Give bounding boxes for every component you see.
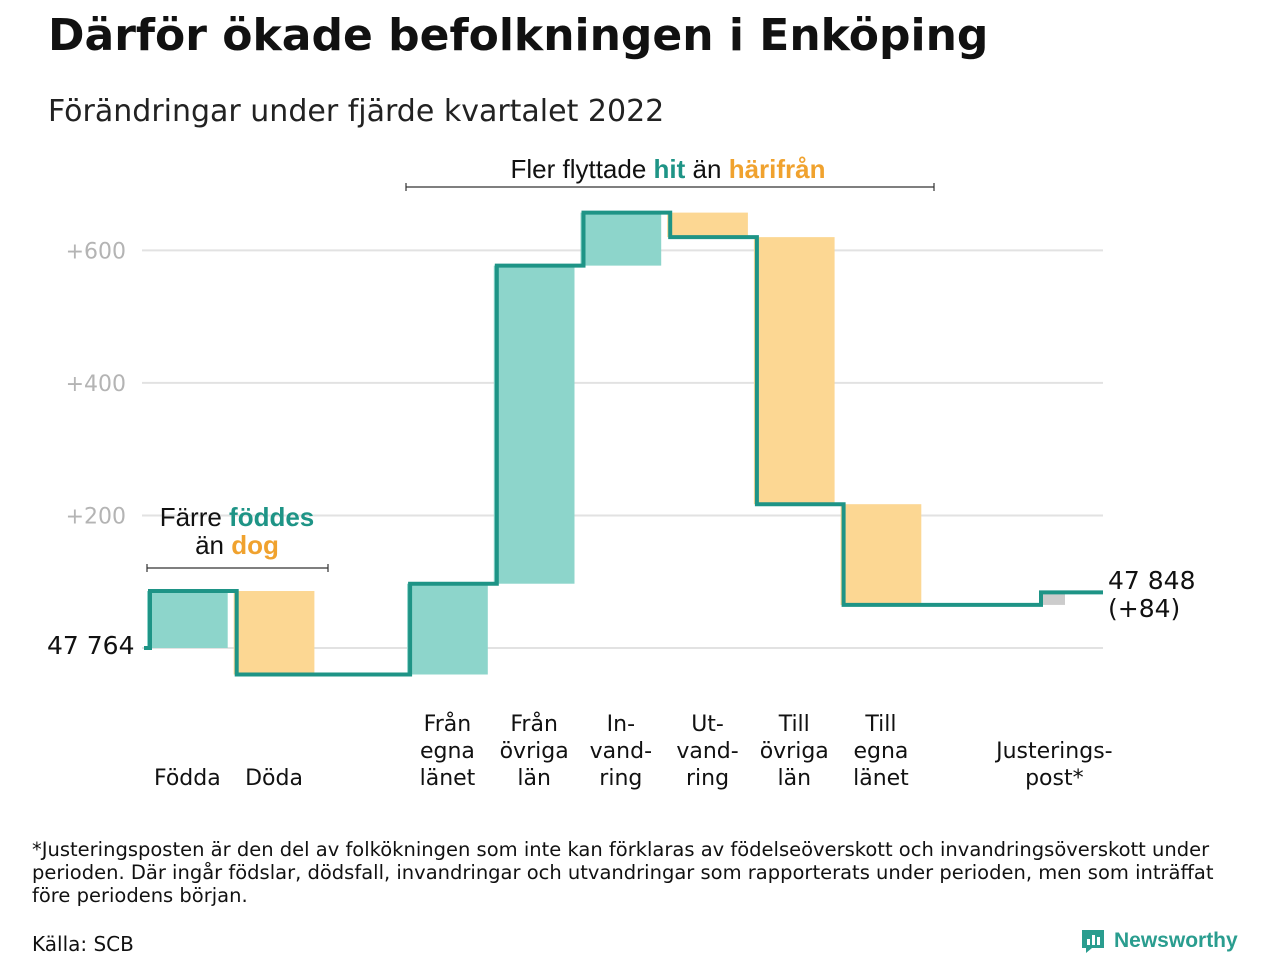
category-label-line: län [777, 766, 811, 791]
migration-annotation-highlight-out: härifrån [729, 154, 826, 184]
y-tick-label: +400 [66, 372, 126, 397]
brand-name: Newsworthy [1114, 929, 1238, 952]
source-label: Källa: SCB [32, 932, 134, 956]
step-line-layer [144, 210, 1103, 677]
category-label: Till egna länet [853, 712, 909, 791]
category-label: Justerings-post* [994, 739, 1113, 791]
birth-annotation-text: Färre [160, 502, 229, 532]
bars [147, 212, 1065, 675]
birth-group-annotation: Färre föddes än dog [146, 502, 329, 572]
category-label-line: vand- [676, 739, 738, 764]
birth-annotation-line1: Färre föddes [160, 502, 315, 532]
death-annotation-text: än [195, 530, 231, 560]
footnote: *Justeringsposten är den del av folkökni… [32, 838, 1214, 907]
waterfall-bar [840, 504, 922, 605]
category-label-line: Ut- [691, 712, 724, 737]
step-line [144, 210, 1103, 677]
brand: Newsworthy [1080, 928, 1238, 954]
category-label-line: Från [510, 711, 558, 737]
category-label-line: egna [853, 739, 908, 764]
category-label-line: länet [853, 766, 909, 791]
category-label-line: egna [420, 739, 475, 764]
category-label: Från övriga län [500, 711, 569, 791]
category-label-line: Justerings- [994, 739, 1113, 764]
category-label-line: övriga [760, 739, 829, 764]
category-label: Från egna länet [420, 711, 476, 791]
waterfall-bar [493, 265, 575, 584]
category-label-line: Till [778, 712, 810, 737]
migration-group-annotation: Fler flyttade hit än härifrån [405, 154, 935, 191]
waterfall-bar [407, 583, 488, 675]
y-tick-label: +600 [66, 239, 126, 264]
waterfall-bar [753, 237, 835, 505]
category-label: Födda [154, 766, 221, 791]
category-label-line: Från [424, 711, 472, 737]
category-label-line: In- [607, 712, 635, 737]
chart-title: Därför ökade befolkningen i Enköping [48, 10, 989, 61]
category-label-line: Till [864, 712, 896, 737]
migration-annotation-highlight-in: hit [654, 154, 686, 184]
category-label-line: ring [686, 766, 729, 791]
category-label: Till övriga län [760, 712, 829, 791]
category-label-line: Födda [154, 766, 221, 791]
category-label-line: länet [420, 766, 476, 791]
migration-annotation-text: Fler flyttade [510, 154, 653, 184]
death-annotation-highlight: dog [231, 530, 279, 560]
waterfall-bar [1041, 592, 1065, 605]
category-label-line: län [517, 766, 551, 791]
birth-annotation-line2: än dog [195, 530, 279, 560]
category-label: Döda [245, 766, 303, 791]
birth-annotation-highlight: föddes [229, 502, 314, 532]
waterfall-bar [147, 591, 228, 648]
gridlines: +200 +400 +600 [66, 239, 1103, 649]
end-change-label: (+84) [1108, 594, 1180, 623]
chart-subtitle: Förändringar under fjärde kvartalet 2022 [48, 94, 665, 129]
newsworthy-logo-icon [1082, 930, 1104, 953]
waterfall-bar [667, 212, 748, 238]
start-value-label: 47 764 [47, 631, 134, 660]
category-label-line: övriga [500, 739, 569, 764]
migration-annotation: Fler flyttade hit än härifrån [510, 154, 825, 184]
waterfall-bar [580, 212, 662, 266]
category-label: Ut-vand-ring [676, 712, 738, 791]
waterfall-bar [233, 591, 315, 675]
category-label-line: post* [1025, 766, 1084, 791]
y-tick-label: +200 [66, 504, 126, 529]
category-label-line: Döda [245, 766, 303, 791]
category-label-line: ring [599, 766, 642, 791]
end-value-label: 47 848 [1108, 566, 1195, 595]
category-label: In-vand-ring [590, 712, 652, 791]
migration-annotation-middle: än [685, 154, 728, 184]
category-label-line: vand- [590, 739, 652, 764]
